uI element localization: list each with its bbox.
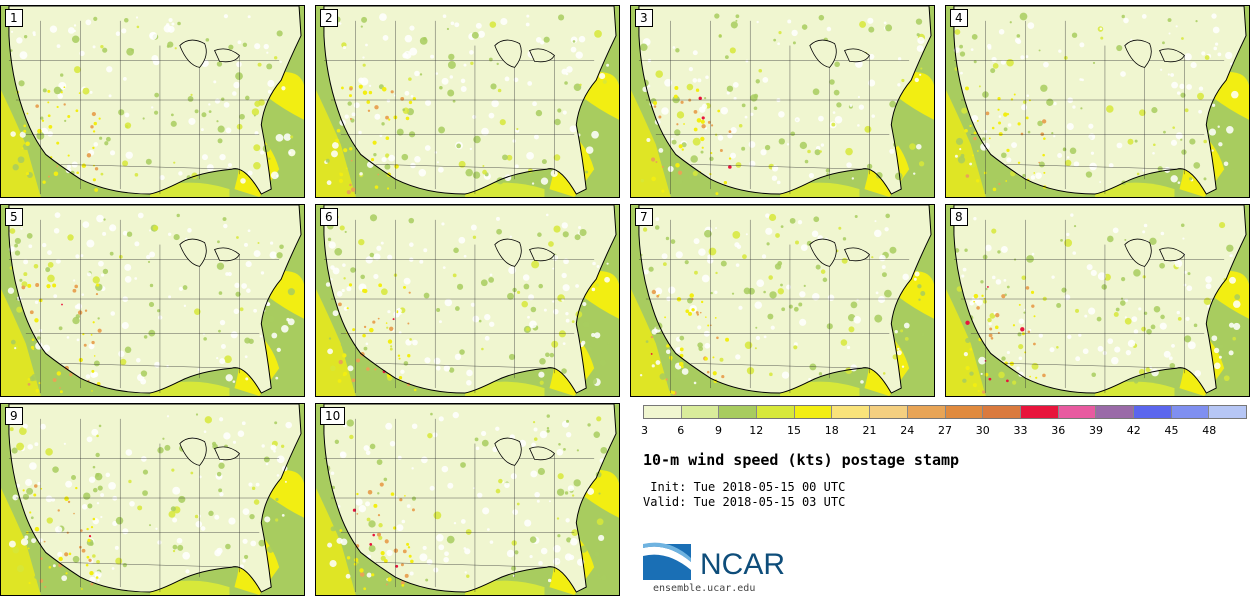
colorbar-tick-label: 21	[862, 424, 877, 437]
member-label: 3	[635, 9, 653, 27]
wind-speed-map	[316, 6, 619, 197]
colorbar-segment	[1171, 406, 1210, 418]
map-panel: 2	[315, 5, 620, 198]
valid-time: Valid: Tue 2018-05-15 03 UTC	[643, 495, 846, 509]
map-panel: 9	[0, 403, 305, 596]
member-label: 5	[5, 208, 23, 226]
colorbar-tick-label: 6	[677, 424, 685, 437]
colorbar-tick-label: 24	[900, 424, 915, 437]
colorbar	[643, 405, 1247, 419]
map-panel: 4	[945, 5, 1250, 198]
colorbar-tick-label: 12	[749, 424, 764, 437]
colorbar-segment	[983, 406, 1021, 418]
colorbar-tick-label: 33	[1013, 424, 1028, 437]
map-panel: 8	[945, 204, 1250, 397]
colorbar-tick-label: 27	[938, 424, 952, 437]
colorbar-ticks: 3 6 9 12 15 18 21 24 27 30 33 36 39 42 45 48	[641, 424, 1247, 438]
member-label: 8	[950, 208, 968, 226]
colorbar-segment	[757, 406, 795, 418]
map-panel: 7	[630, 204, 935, 397]
colorbar-tick-label: 15	[787, 424, 801, 437]
member-label: 4	[950, 9, 968, 27]
ncar-logo-text: NCAR	[700, 548, 786, 581]
ncar-logo-icon	[643, 542, 691, 580]
colorbar-segment	[644, 406, 682, 418]
colorbar-segment	[719, 406, 758, 418]
colorbar-segment	[1096, 406, 1134, 418]
colorbar-tick-label: 3	[641, 424, 648, 437]
colorbar-tick-label: 42	[1126, 424, 1141, 437]
colorbar-tick-label: 9	[715, 424, 722, 437]
member-label: 9	[5, 407, 23, 425]
site-url: ensemble.ucar.edu	[653, 583, 756, 594]
member-label: 1	[5, 9, 23, 27]
wind-speed-map	[631, 205, 934, 396]
colorbar-segment	[907, 406, 946, 418]
colorbar-tick-label: 36	[1051, 424, 1066, 437]
member-label: 6	[320, 208, 338, 226]
colorbar-segment	[681, 406, 720, 418]
colorbar-segment	[832, 406, 871, 418]
colorbar-segment	[1058, 406, 1097, 418]
wind-speed-map	[631, 6, 934, 197]
colorbar-segment	[794, 406, 833, 418]
map-panel: 5	[0, 204, 305, 397]
map-panel: 3	[630, 5, 935, 198]
member-label: 10	[320, 407, 346, 425]
wind-speed-map	[316, 404, 619, 595]
wind-speed-map	[1, 404, 304, 595]
colorbar-segment	[870, 406, 908, 418]
init-time: Init: Tue 2018-05-15 00 UTC	[643, 480, 846, 494]
colorbar-tick-label: 48	[1202, 424, 1217, 437]
map-panel: 1	[0, 5, 305, 198]
colorbar-tick-label: 45	[1164, 424, 1179, 437]
map-panel: 6	[315, 204, 620, 397]
plot-title: 10-m wind speed (kts) postage stamp	[643, 451, 960, 469]
member-label: 2	[320, 9, 338, 27]
wind-speed-map	[946, 6, 1249, 197]
wind-speed-map	[946, 205, 1249, 396]
map-panel: 10	[315, 403, 620, 596]
colorbar-segment	[945, 406, 984, 418]
colorbar-tick-label: 30	[975, 424, 990, 437]
colorbar-segment	[1020, 406, 1059, 418]
colorbar-segment	[1209, 406, 1246, 418]
wind-speed-map	[1, 6, 304, 197]
colorbar-segment	[1133, 406, 1172, 418]
colorbar-tick-label: 18	[824, 424, 839, 437]
colorbar-tick-label: 39	[1089, 424, 1103, 437]
member-label: 7	[635, 208, 653, 226]
wind-speed-map	[316, 205, 619, 396]
wind-speed-map	[1, 205, 304, 396]
